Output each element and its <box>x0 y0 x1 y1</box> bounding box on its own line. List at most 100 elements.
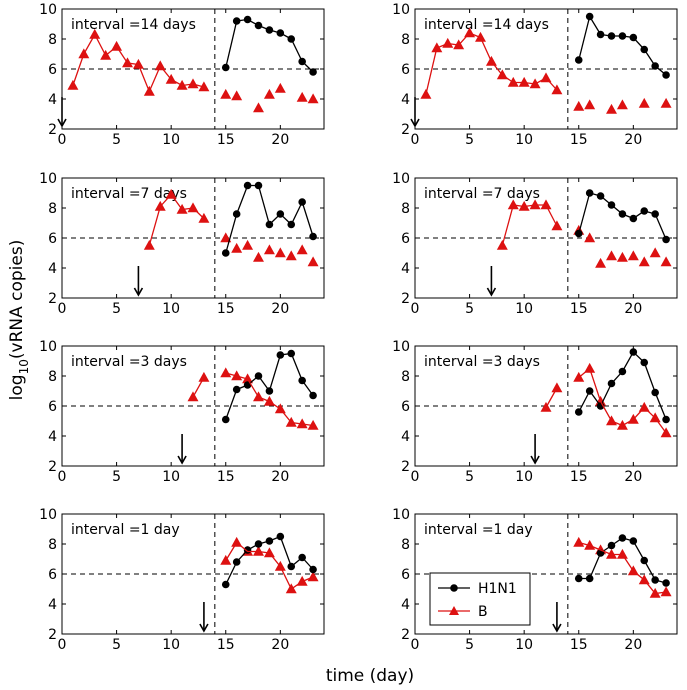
x-tick-label: 5 <box>112 469 121 485</box>
y-axis-label: log10(vRNA copies) <box>7 240 31 401</box>
panel-2: 0 5 10 15 20 2 4 6 8 10 interval =14 days <box>392 2 678 148</box>
series-h1n1-point <box>276 351 285 359</box>
panel-5: 0 5 10 15 20 2 4 6 8 10 interval =3 days <box>39 339 325 485</box>
x-tick-label: 5 <box>112 301 121 317</box>
series-h1n1-point <box>287 349 296 358</box>
series-h1n1-point <box>276 532 285 541</box>
series-h1n1-point <box>640 45 649 54</box>
x-tick-label: 20 <box>271 132 289 148</box>
series-b-point <box>485 55 497 66</box>
series-h1n1-point <box>629 537 638 545</box>
x-tick-label: 15 <box>570 132 588 148</box>
legend-b-marker <box>449 606 459 615</box>
x-tick-label: 20 <box>271 637 289 653</box>
y-tick-label: 6 <box>401 62 410 78</box>
series-b-point <box>220 88 232 99</box>
series-b-point <box>649 247 661 258</box>
series-h1n1-point <box>265 387 274 395</box>
series-b-point <box>551 220 563 231</box>
x-tick-label: 0 <box>411 637 420 653</box>
x-tick-label: 5 <box>112 637 121 653</box>
y-tick-label: 2 <box>48 627 57 643</box>
x-tick-label: 0 <box>58 637 67 653</box>
x-tick-label: 10 <box>515 132 533 148</box>
x-tick-label: 15 <box>570 469 588 485</box>
series-b-line-early <box>501 204 558 246</box>
series-h1n1-point <box>265 26 274 34</box>
x-tick-label: 0 <box>58 301 67 317</box>
series-b-point <box>660 256 672 267</box>
legend-b-label: B <box>478 604 488 620</box>
y-tick-label: 10 <box>39 339 57 355</box>
series-h1n1-point <box>585 12 594 21</box>
series-b-point <box>187 391 199 402</box>
x-tick-label: 5 <box>465 132 474 148</box>
series-b-point <box>263 244 275 255</box>
series-h1n1-point <box>662 415 670 424</box>
y-tick-label: 4 <box>48 429 57 445</box>
series-b-point <box>529 199 541 210</box>
series-h1n1-point <box>662 579 670 587</box>
series-b-point <box>154 60 166 71</box>
series-b-point <box>187 78 199 89</box>
y-tick-label: 2 <box>48 122 57 138</box>
series-b-point <box>420 88 432 99</box>
y-tick-label: 10 <box>392 2 410 18</box>
series-h1n1-point <box>221 63 230 72</box>
series-h1n1-point <box>662 71 670 79</box>
y-tick-label: 8 <box>48 201 57 217</box>
x-tick-label: 10 <box>515 301 533 317</box>
series-h1n1-point <box>221 249 230 257</box>
legend-h1n1-label: H1N1 <box>478 581 517 597</box>
panel-6: 0 5 10 15 20 2 4 6 8 10 interval =3 days <box>392 339 678 485</box>
series-h1n1-point <box>618 210 627 218</box>
y-tick-label: 8 <box>48 369 57 385</box>
x-tick-label: 10 <box>162 637 180 653</box>
y-tick-label: 8 <box>48 537 57 553</box>
panel-4: 0 5 10 15 20 2 4 6 8 10 interval =7 days <box>392 171 678 317</box>
series-b-point <box>616 99 628 110</box>
series-h1n1-point <box>243 181 252 190</box>
series-h1n1-point <box>309 565 317 574</box>
series-b-point <box>307 256 319 267</box>
panel-1: 0 5 10 15 20 2 4 6 8 10 interval =14 days <box>39 2 325 148</box>
y-tick-label: 6 <box>401 567 410 583</box>
x-tick-label: 20 <box>271 301 289 317</box>
series-h1n1-point <box>232 210 241 218</box>
series-h1n1-point <box>574 574 583 583</box>
series-h1n1-point <box>629 348 638 356</box>
x-tick-label: 0 <box>58 469 67 485</box>
legend: H1N1 B <box>429 572 531 626</box>
inoculation-arrow-head <box>177 455 187 465</box>
series-b-point <box>296 244 308 255</box>
series-b-point <box>176 79 188 90</box>
series-h1n1-point <box>640 358 649 367</box>
x-tick-label: 0 <box>411 301 420 317</box>
series-b-point <box>475 31 486 42</box>
series-b-point <box>638 256 650 267</box>
x-tick-label: 0 <box>58 132 67 148</box>
series-b-point <box>496 239 508 250</box>
interval-label: interval =1 day <box>71 522 180 538</box>
y-tick-label: 6 <box>48 399 57 415</box>
series-h1n1-point <box>651 576 659 584</box>
series-b-point <box>584 232 596 243</box>
series-b-point <box>627 250 639 261</box>
series-b-point <box>595 257 607 268</box>
series-b-point <box>89 28 101 39</box>
series-h1n1-point <box>651 62 659 70</box>
series-b-point <box>253 102 264 113</box>
x-tick-label: 10 <box>515 637 533 653</box>
series-b-point <box>263 88 275 99</box>
series-h1n1-point <box>618 534 627 542</box>
series-b-point <box>274 82 286 93</box>
series-b-point <box>122 57 133 68</box>
y-tick-label: 6 <box>48 567 57 583</box>
series-h1n1-line <box>578 350 667 420</box>
y-tick-label: 6 <box>401 231 410 247</box>
series-b-point <box>551 382 563 393</box>
y-tick-label: 4 <box>48 261 57 277</box>
x-tick-label: 15 <box>217 301 235 317</box>
interval-label: interval =7 days <box>424 186 540 202</box>
